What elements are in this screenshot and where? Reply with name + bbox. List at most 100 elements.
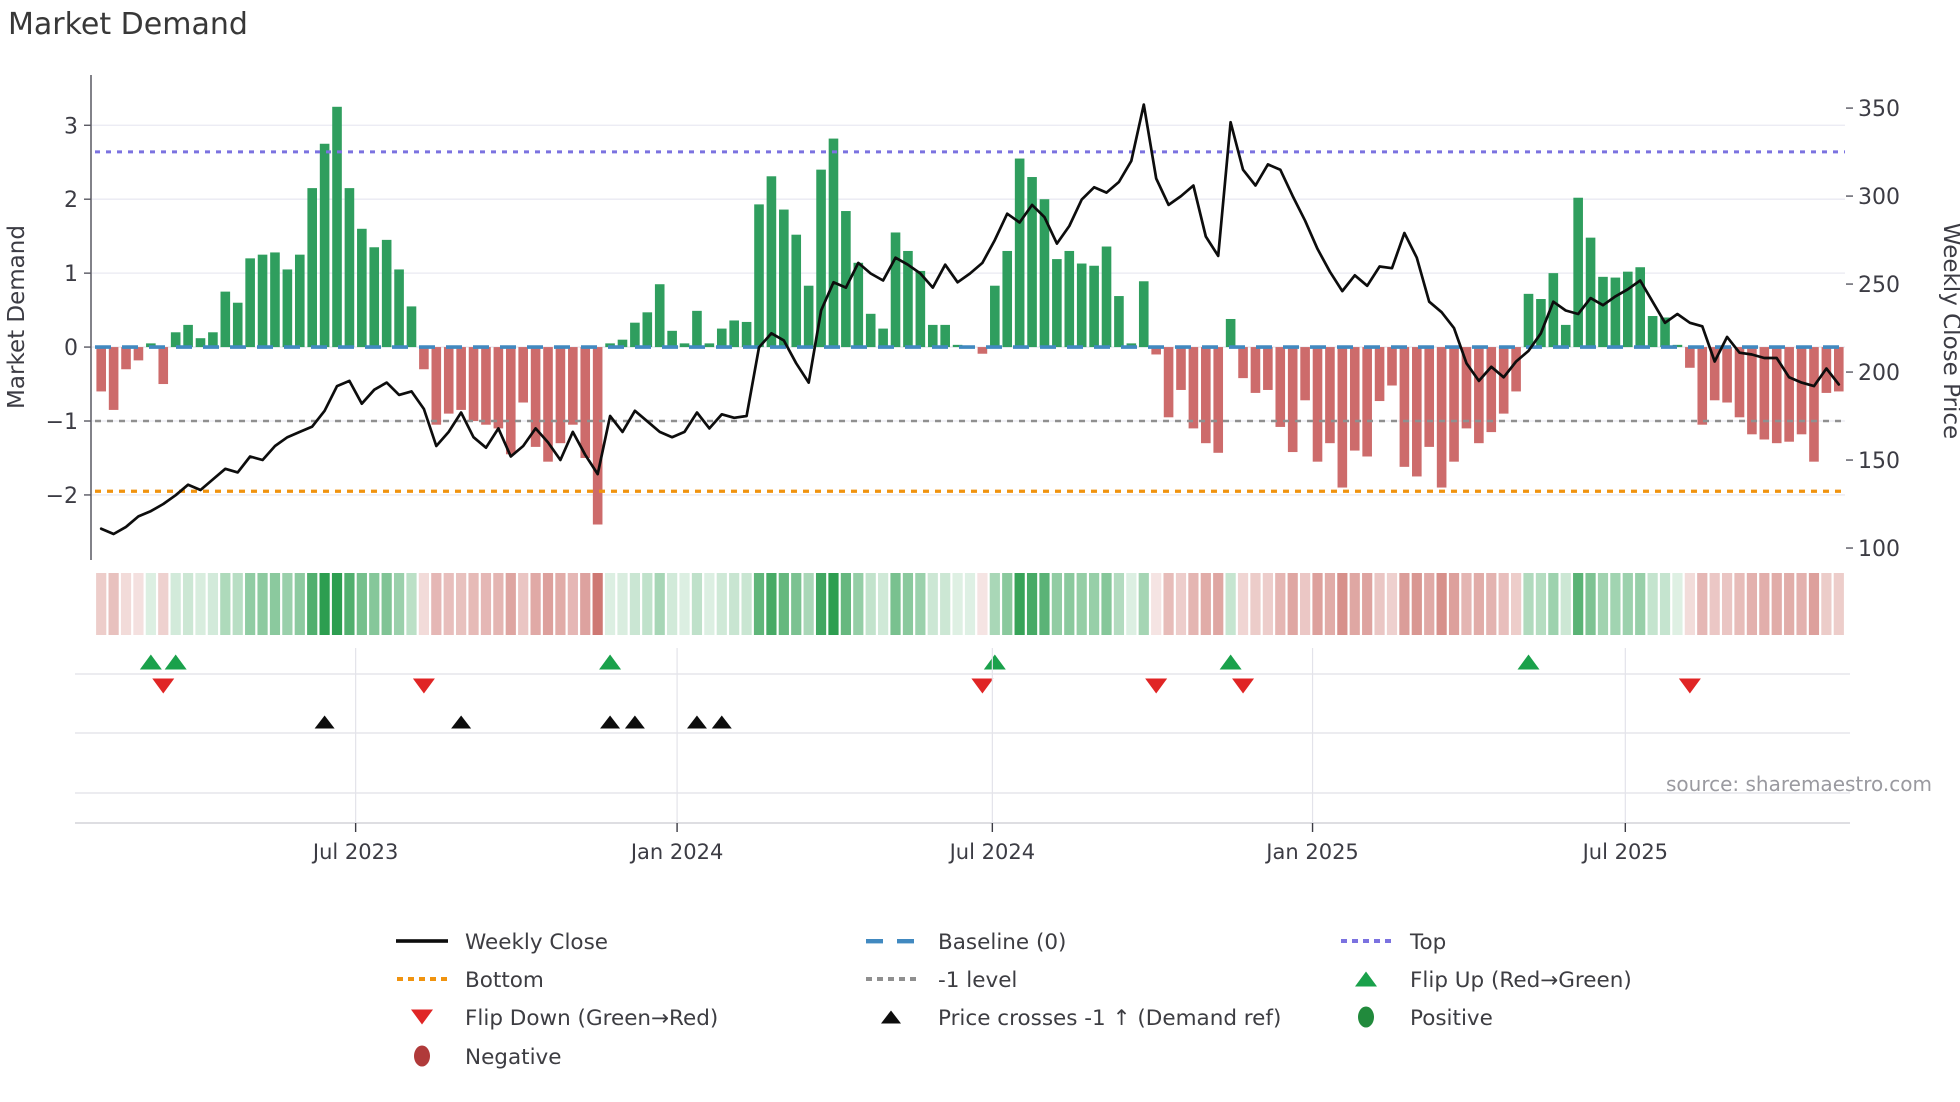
demand-bar: [282, 269, 293, 348]
demand-bar: [1349, 347, 1360, 451]
heatmap-cell: [456, 573, 467, 635]
demand-bar: [294, 254, 305, 348]
demand-bar: [394, 269, 404, 348]
right-tick-label: 200: [1858, 361, 1900, 386]
heatmap-cell: [1448, 573, 1460, 635]
left-tick-label: −1: [46, 410, 78, 435]
demand-bar: [369, 247, 380, 348]
heatmap-cell: [878, 573, 889, 635]
dotted-gray-swatch: [899, 977, 905, 981]
dotted-gray-swatch: [877, 977, 883, 981]
heatmap-cell: [828, 573, 839, 635]
dotted-gray-swatch: [888, 977, 894, 981]
demand-bar: [741, 321, 752, 348]
heatmap-cell: [1175, 573, 1187, 635]
heatmap-cell: [654, 573, 665, 635]
heatmap-cell: [1821, 573, 1832, 635]
heatmap-cell: [1188, 573, 1199, 635]
heatmap-cell: [952, 573, 963, 635]
heatmap-cell: [1659, 573, 1671, 635]
demand-bar: [1362, 347, 1372, 457]
demand-bar: [344, 188, 355, 348]
flip-up-marker: [139, 654, 162, 670]
demand-bar: [1163, 347, 1174, 418]
heatmap-cell: [989, 573, 1000, 635]
heatmap-cell: [1424, 573, 1435, 635]
demand-bar: [307, 188, 317, 348]
right-tick-label: 350: [1858, 97, 1900, 122]
heatmap-cell: [617, 573, 628, 635]
heatmap-cell: [555, 573, 566, 635]
heatmap-cell: [1771, 573, 1782, 635]
x-tick-label: Jul 2024: [948, 840, 1035, 864]
demand-bar: [1610, 277, 1621, 348]
heatmap-cell: [431, 573, 442, 635]
heatmap-cell: [1585, 573, 1596, 635]
heatmap-cell: [1560, 573, 1571, 635]
demand-bar: [1598, 276, 1608, 348]
flip-down-marker: [1145, 678, 1168, 694]
right-tick-label: 250: [1858, 273, 1900, 298]
demand-bar: [952, 344, 963, 348]
legend-item: -1 level: [866, 968, 1017, 993]
demand-bar: [195, 338, 206, 348]
demand-bar: [630, 322, 640, 348]
demand-heatmap-strip: [96, 573, 1844, 635]
right-tick-label: 150: [1858, 449, 1900, 474]
demand-bar: [1809, 347, 1819, 462]
demand-bar: [1523, 293, 1534, 348]
heatmap-cell: [1721, 573, 1733, 635]
weekly-close-line: [99, 103, 1841, 536]
demand-bar: [158, 347, 169, 385]
baseline-swatch: [897, 939, 914, 944]
demand-bar: [443, 347, 454, 414]
demand-bar: [332, 106, 342, 348]
demand-bar: [505, 347, 516, 455]
heatmap-cell: [815, 573, 827, 635]
demand-bar: [1337, 347, 1348, 488]
heatmap-cell: [1436, 573, 1447, 635]
demand-bar: [729, 320, 739, 348]
source-text: source: sharemaestro.com: [1666, 772, 1932, 796]
demand-bar: [853, 262, 864, 348]
dotted-purple-swatch: [1363, 939, 1369, 943]
heatmap-cell: [245, 573, 256, 635]
reference-lines: [95, 150, 1845, 493]
heatmap-cell: [1151, 573, 1162, 635]
price-cross-marker: [600, 715, 621, 729]
heatmap-cell: [505, 573, 516, 635]
demand-bar: [1089, 265, 1099, 348]
dotted-orange-swatch: [430, 977, 436, 981]
heatmap-cell: [1684, 573, 1695, 635]
demand-bar: [828, 138, 839, 348]
legend-item: Flip Up (Red→Green): [1355, 968, 1632, 993]
heatmap-cell: [443, 573, 454, 635]
demand-bar: [779, 209, 789, 348]
heatmap-cell: [1647, 573, 1658, 635]
heatmap-cell: [1337, 573, 1348, 635]
demand-bar: [1151, 347, 1161, 355]
demand-bar: [878, 328, 888, 348]
demand-bar: [605, 343, 615, 348]
demand-bar: [903, 250, 913, 348]
legend-item: Positive: [1358, 1006, 1493, 1031]
demand-bar: [220, 291, 231, 348]
heatmap-cell: [1498, 573, 1509, 635]
heatmap-cell: [1064, 573, 1075, 635]
flip-up-marker: [1219, 654, 1242, 670]
demand-bar: [716, 328, 727, 348]
heatmap-cell: [331, 573, 343, 635]
heatmap-cell: [1759, 573, 1770, 635]
legend: Weekly Close Bottom Flip Down (Green→Red) N…: [396, 930, 1632, 1070]
heatmap-cell: [1796, 573, 1807, 635]
demand-bar: [208, 332, 218, 348]
heatmap-cell: [1262, 573, 1273, 635]
dotted-orange-swatch: [408, 977, 414, 981]
demand-bar: [617, 339, 628, 348]
flip-down-marker: [1232, 678, 1255, 694]
x-tick-label: Jan 2024: [629, 840, 724, 864]
demand-bar: [456, 347, 466, 410]
demand-bar: [1238, 347, 1248, 379]
